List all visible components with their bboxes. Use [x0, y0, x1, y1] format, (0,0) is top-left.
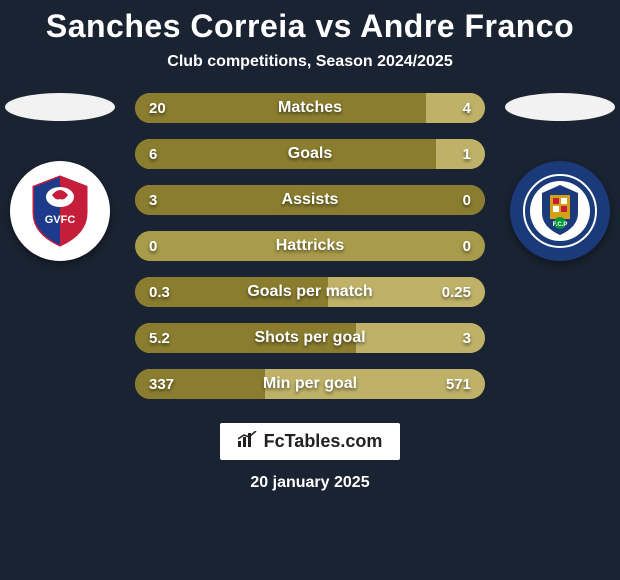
- crest-left-icon: GVFC: [10, 161, 110, 261]
- main-area: GVFC 204Matches61Goals30Assists00Hattric…: [0, 93, 620, 399]
- stat-value-left: 0.3: [149, 277, 170, 307]
- stat-bar: 61Goals: [135, 139, 485, 169]
- stat-value-left: 0: [149, 231, 157, 261]
- svg-text:F.C.P: F.C.P: [553, 222, 568, 228]
- stat-value-left: 337: [149, 369, 174, 399]
- stat-fill-left: [135, 139, 436, 169]
- stat-bar: 204Matches: [135, 93, 485, 123]
- stat-fill-right: [436, 139, 485, 169]
- stat-bar: 337571Min per goal: [135, 369, 485, 399]
- stat-value-left: 3: [149, 185, 157, 215]
- fcp-badge-icon: F.C.P: [520, 171, 600, 251]
- crest-right-icon: F.C.P: [510, 161, 610, 261]
- flag-left-icon: [5, 93, 115, 121]
- brand-badge: FcTables.com: [220, 423, 401, 460]
- stat-value-left: 20: [149, 93, 166, 123]
- stat-bar: 30Assists: [135, 185, 485, 215]
- comparison-infographic: Sanches Correia vs Andre Franco Club com…: [0, 0, 620, 580]
- stat-label: Hattricks: [135, 231, 485, 261]
- stat-value-left: 5.2: [149, 323, 170, 353]
- stat-value-right: 571: [446, 369, 471, 399]
- svg-text:GVFC: GVFC: [45, 214, 76, 226]
- stat-value-right: 0.25: [442, 277, 471, 307]
- stat-bar: 5.23Shots per goal: [135, 323, 485, 353]
- stat-value-right: 0: [463, 185, 471, 215]
- footer: FcTables.com 20 january 2025: [220, 423, 401, 492]
- subtitle: Club competitions, Season 2024/2025: [167, 53, 452, 71]
- stat-fill-left: [135, 185, 485, 215]
- stat-bar: 0.30.25Goals per match: [135, 277, 485, 307]
- stat-value-right: 1: [463, 139, 471, 169]
- stat-fill-left: [135, 93, 426, 123]
- stat-value-right: 3: [463, 323, 471, 353]
- stat-fill-right: [426, 93, 486, 123]
- player-left-column: GVFC: [0, 93, 120, 261]
- stat-value-right: 0: [463, 231, 471, 261]
- stat-bar: 0 0Hattricks: [135, 231, 485, 261]
- stat-bars: 204Matches61Goals30Assists00Hattricks0.3…: [135, 93, 485, 399]
- flag-right-icon: [505, 93, 615, 121]
- page-title: Sanches Correia vs Andre Franco: [46, 8, 574, 45]
- date-text: 20 january 2025: [250, 474, 369, 492]
- player-right-column: F.C.P: [500, 93, 620, 261]
- stat-value-left: 6: [149, 139, 157, 169]
- brand-text: FcTables.com: [264, 431, 383, 452]
- stat-value-right: 4: [463, 93, 471, 123]
- chart-icon: [238, 431, 258, 452]
- gvfc-badge-icon: GVFC: [20, 171, 100, 251]
